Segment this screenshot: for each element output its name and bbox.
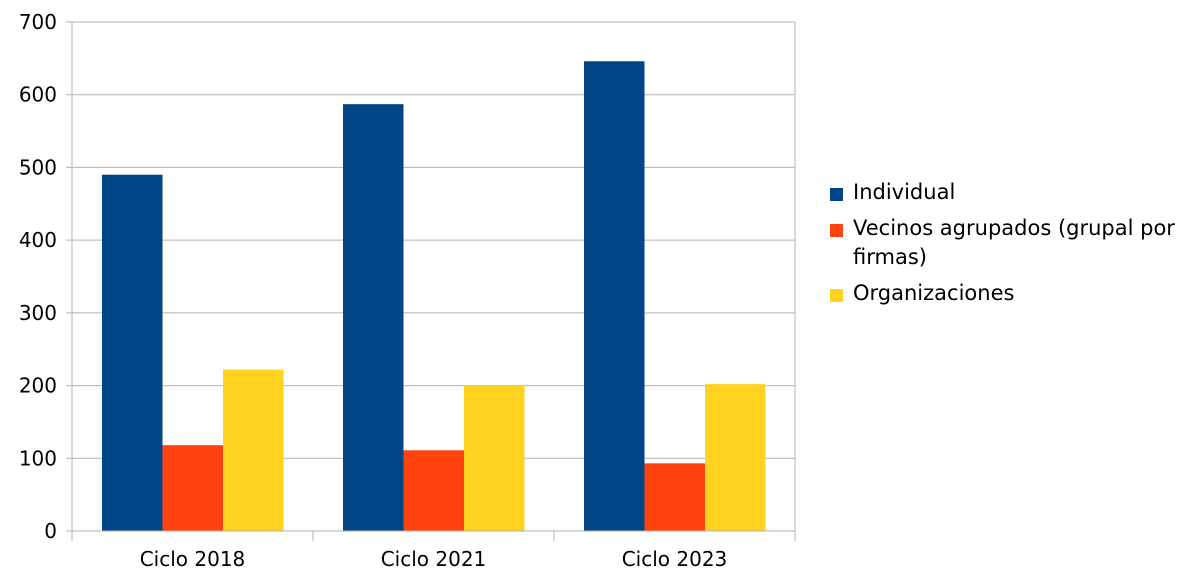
legend-item: Vecinos agrupados (grupal por firmas) bbox=[830, 214, 1175, 272]
bars bbox=[102, 61, 766, 531]
bar-individual-1 bbox=[102, 174, 163, 531]
y-tick-label: 300 bbox=[19, 301, 57, 325]
tick-labels: 0 100 200 300 400 500 600 700 Ciclo 2018 Ciclo 20… bbox=[19, 10, 727, 571]
bar-organizaciones-1 bbox=[223, 369, 284, 531]
y-tick-label: 100 bbox=[19, 446, 57, 470]
bar-individual-2 bbox=[343, 104, 404, 531]
legend-swatch bbox=[830, 289, 843, 302]
bar-individual-3 bbox=[584, 61, 645, 531]
x-tick-label: Ciclo 2018 bbox=[140, 547, 246, 571]
y-tick-label: 400 bbox=[19, 228, 57, 252]
y-tick-label: 700 bbox=[19, 10, 57, 34]
bar-organizaciones-2 bbox=[464, 385, 525, 531]
y-tick-label: 600 bbox=[19, 83, 57, 107]
bar-vecinos-3 bbox=[644, 463, 705, 531]
legend-label: Individual bbox=[853, 180, 956, 204]
legend-item: Individual bbox=[830, 178, 1175, 207]
x-tick-label: Ciclo 2021 bbox=[381, 547, 487, 571]
y-tick-label: 0 bbox=[44, 519, 57, 543]
y-tick-label: 500 bbox=[19, 155, 57, 179]
legend-item: Organizaciones bbox=[830, 279, 1175, 308]
bar-organizaciones-3 bbox=[705, 384, 766, 531]
bar-vecinos-1 bbox=[162, 445, 223, 531]
y-tick-label: 200 bbox=[19, 374, 57, 398]
x-tick-label: Ciclo 2023 bbox=[622, 547, 728, 571]
legend: Individual Vecinos agrupados (grupal por … bbox=[830, 178, 1175, 315]
legend-label: Vecinos agrupados (grupal por firmas) bbox=[853, 216, 1175, 269]
axes bbox=[66, 21, 796, 541]
bar-vecinos-2 bbox=[403, 450, 464, 531]
legend-label: Organizaciones bbox=[853, 281, 1015, 305]
legend-swatch bbox=[830, 224, 843, 237]
legend-swatch bbox=[830, 188, 843, 201]
